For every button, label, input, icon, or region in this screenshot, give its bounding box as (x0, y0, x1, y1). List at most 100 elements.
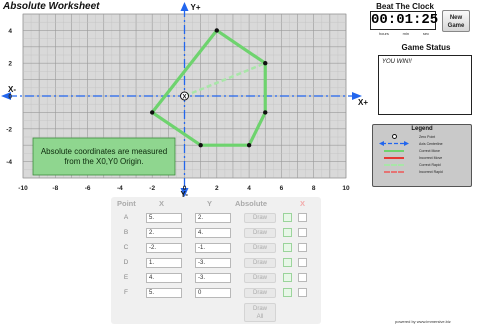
y-tick-label: 0 (8, 94, 12, 101)
point-letter: F (124, 289, 128, 296)
draw-all-label-1: Draw (252, 306, 267, 312)
info-box-text-wrap: Absolute coordinates are measured from t… (41, 147, 167, 166)
point-letter: B (123, 229, 129, 236)
legend-label: Incorrect Move (419, 155, 443, 160)
correct-rapid-line-icon (384, 163, 404, 166)
incorrect-checkbox[interactable] (298, 228, 307, 237)
correct-checkbox[interactable] (283, 288, 292, 297)
x-input[interactable]: 2. (146, 228, 182, 238)
x-tick-label: 8 (312, 185, 316, 192)
y-axis-top-arrow (180, 2, 189, 11)
y-tick-label: 2 (8, 61, 12, 68)
draw-button[interactable]: Draw (244, 228, 276, 238)
y-tick-label: -4 (6, 159, 12, 166)
y-input[interactable]: -3. (195, 273, 231, 283)
clock-unit-min: min (402, 31, 410, 36)
new-game-button[interactable]: New Game (442, 10, 470, 32)
incorrect-move-line-icon (384, 156, 404, 159)
x-axis-negative-label: X- (8, 85, 16, 94)
header-x-mark: X (300, 199, 306, 208)
coordinate-graph[interactable]: Y+ Y- X- X+ -10 -8 -6 -4 -2 0 2 4 6 8 10 4 2 0 -2 -4 X Absolu… (0, 0, 370, 200)
vertex-point (246, 143, 252, 148)
incorrect-checkbox[interactable] (298, 288, 307, 297)
zero-point-icon (391, 134, 397, 139)
legend-row-incorrect-rapid: Incorrect Rapid (377, 168, 471, 175)
axis-centerline-icon (379, 141, 409, 146)
legend-row-axis-centerline: Axis Centerline (377, 140, 471, 147)
legend-label: Zero Point (419, 134, 436, 139)
incorrect-checkbox[interactable] (298, 213, 307, 222)
draw-button[interactable]: Draw (244, 243, 276, 253)
x-tick-label: 10 (342, 185, 350, 192)
point-letter: A (123, 214, 129, 221)
table-row: B 2. 4. Draw (111, 228, 321, 240)
table-row: D 1. -3. Draw (111, 258, 321, 270)
table-row: C -2. -1. Draw (111, 243, 321, 255)
vertex-point (150, 110, 155, 115)
y-input[interactable]: 0 (195, 288, 231, 298)
x-input[interactable]: 5. (146, 213, 182, 223)
game-status-message: YOU WIN!! (382, 59, 412, 65)
x-input[interactable]: 5. (146, 288, 182, 298)
correct-move-line-icon (384, 149, 404, 152)
clock-unit-hours: hours (378, 31, 389, 36)
x-tick-label: -8 (52, 185, 58, 192)
y-input[interactable]: -3. (195, 258, 231, 268)
draw-button[interactable]: Draw (244, 273, 276, 283)
legend-label: Incorrect Rapid (419, 169, 443, 174)
table-row: E 4. -3. Draw (111, 273, 321, 285)
correct-rapid-path (184, 62, 266, 98)
point-table: Point X Y Absolute X A 5. 2. Draw B 2. 4… (111, 197, 321, 324)
y-input[interactable]: -1. (195, 243, 231, 253)
x-tick-label: -2 (149, 185, 155, 192)
legend-row-correct-move: Correct Move (377, 147, 471, 154)
x-input[interactable]: 4. (146, 273, 182, 283)
draw-button[interactable]: Draw (244, 258, 276, 268)
correct-checkbox[interactable] (283, 243, 292, 252)
new-game-label-1: New (449, 15, 463, 21)
draw-all-label-2: All (256, 314, 264, 320)
x-tick-label: -10 (18, 185, 28, 192)
table-row: F 5. 0 Draw (111, 288, 321, 300)
incorrect-checkbox[interactable] (298, 273, 307, 282)
y-axis-bottom-arrow (180, 188, 189, 197)
clock-display: 00:01:25 (370, 11, 439, 30)
app-title: Absolute Worksheet (3, 1, 100, 12)
zero-point-marker (180, 91, 189, 101)
draw-button[interactable]: Draw (244, 213, 276, 223)
draw-all-button[interactable]: Draw All (244, 303, 276, 322)
legend-panel: Legend Zero Point Axis Centerline Correc… (372, 124, 472, 187)
new-game-label-2: Game (447, 23, 465, 29)
y-tick-label: -2 (6, 126, 12, 133)
incorrect-checkbox[interactable] (298, 243, 307, 252)
header-point: Point (117, 199, 136, 208)
correct-checkbox[interactable] (283, 258, 292, 267)
x-axis-right-arrow (352, 92, 362, 100)
game-status-box: YOU WIN!! (378, 55, 472, 115)
correct-checkbox[interactable] (283, 228, 292, 237)
y-input[interactable]: 2. (195, 213, 231, 223)
legend-row-correct-rapid: Correct Rapid (377, 161, 471, 168)
legend-label: Correct Move (419, 148, 441, 153)
info-box (32, 137, 176, 176)
draw-button[interactable]: Draw (244, 288, 276, 298)
legend-row-incorrect-move: Incorrect Move (377, 154, 471, 161)
point-letter: D (123, 259, 129, 266)
correct-checkbox[interactable] (283, 213, 292, 222)
vertex-point (263, 110, 268, 115)
x-axis-left-arrow (1, 92, 11, 100)
x-input[interactable]: -2. (146, 243, 182, 253)
correct-checkbox[interactable] (283, 273, 292, 282)
powered-by: powered by www.immersive.biz (395, 319, 451, 324)
y-tick-label: 4 (8, 28, 12, 35)
incorrect-rapid-line-icon (384, 170, 404, 173)
vertex-point (214, 28, 219, 33)
y-input[interactable]: 4. (195, 228, 231, 238)
clock-units: hours min sec (372, 31, 436, 36)
x-tick-label: -6 (85, 185, 91, 192)
legend-row-zero-point: Zero Point (377, 133, 471, 140)
x-input[interactable]: 1. (146, 258, 182, 268)
incorrect-checkbox[interactable] (298, 258, 307, 267)
x-tick-label: 2 (215, 185, 219, 192)
y-axis-negative-label: Y- (181, 190, 189, 199)
